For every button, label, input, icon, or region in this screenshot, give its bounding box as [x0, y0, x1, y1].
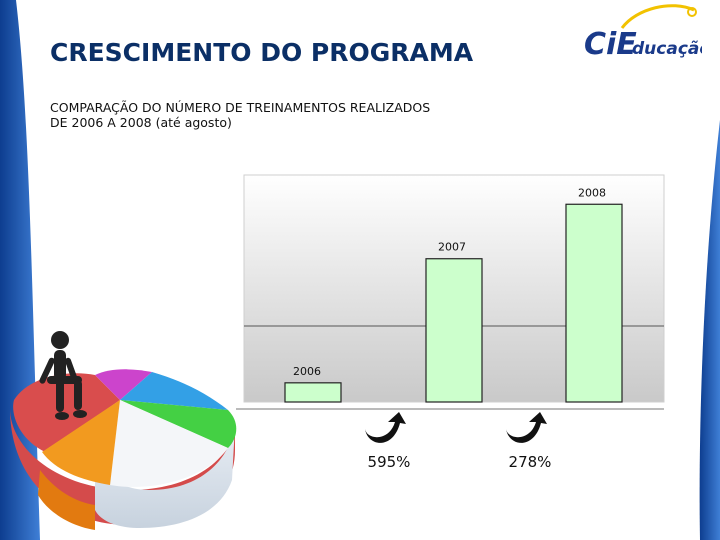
- bar-2007: [425, 258, 483, 403]
- 3d-pie-chart-illustration: [10, 331, 237, 530]
- cie-educacao-logo: CiE ducação: [584, 4, 702, 62]
- logo-mark: CiE: [584, 27, 637, 62]
- growth-percentage-label: 278%: [509, 453, 552, 471]
- growth-percentage-label: 595%: [368, 453, 411, 471]
- sitting-figure: [39, 331, 87, 420]
- bar-label-2008: 2008: [578, 186, 606, 199]
- bar-label-2007: 2007: [438, 241, 466, 254]
- bar-2008: [565, 203, 623, 403]
- bar-2006: [284, 382, 342, 403]
- bar-chart: 2006 2007 2008 595% 278%: [236, 174, 665, 471]
- subtitle-line-2: DE 2006 A 2008 (até agosto): [50, 115, 232, 130]
- curved-up-arrow-icon: [365, 412, 406, 443]
- curved-up-arrow-icon: [506, 412, 547, 443]
- subtitle-line-1: COMPARAÇÃO DO NÚMERO DE TREINAMENTOS REA…: [50, 100, 431, 115]
- subtitle: COMPARAÇÃO DO NÚMERO DE TREINAMENTOS REA…: [50, 100, 520, 130]
- page-title: CRESCIMENTO DO PROGRAMA: [50, 38, 474, 67]
- logo-word: ducação: [632, 39, 702, 59]
- bar-label-2006: 2006: [293, 365, 321, 378]
- right-band: [699, 120, 720, 540]
